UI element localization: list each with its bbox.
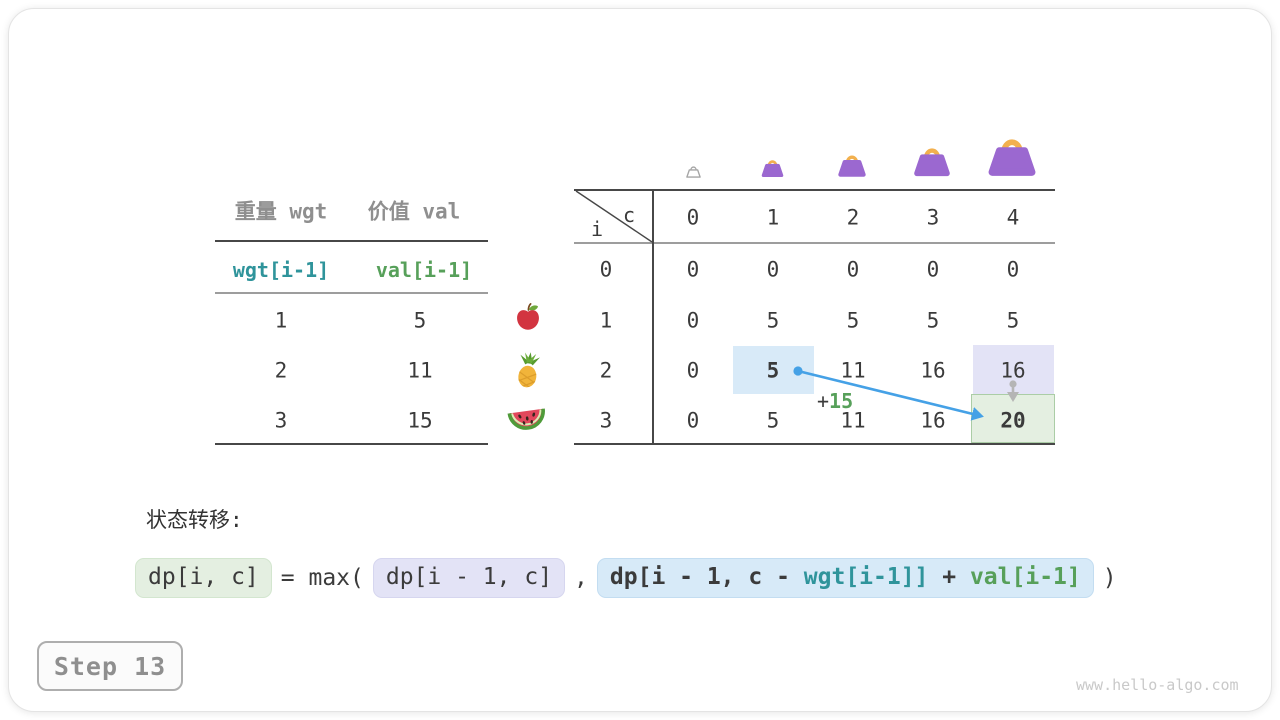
dp-cell-1-1: 5 [766,308,780,333]
dp-cell-0-2: 0 [846,257,860,282]
dp-cell-2-4: 16 [1000,358,1026,383]
dp-cell-0-3: 0 [926,257,940,282]
item-wgt-2: 2 [274,358,288,383]
item-table-subheader-val: val[i-1] [375,258,473,282]
step-badge: Step 13 [37,641,183,691]
item-table-subheader-wgt: wgt[i-1] [232,258,330,282]
dp-table-vertical-rule [652,189,654,445]
dp-cell-2-3: 16 [920,358,946,383]
dp-cell-2-2: 11 [840,358,866,383]
dp-cell-3-0: 0 [686,408,700,433]
dp-table-header-divider [574,242,1055,244]
item-val-2: 11 [407,358,433,383]
formula-arg2-prefix: dp[i - 1, c - [609,564,804,590]
dp-cell-1-2: 5 [846,308,860,333]
formula-operator: = max( [280,564,364,591]
bag-xlarge-icon [988,139,1036,176]
dp-cell-1-3: 5 [926,308,940,333]
dp-col-header-3: 3 [926,205,940,230]
item-table-header-weight: 重量 wgt [234,199,328,224]
dp-row-header-0: 0 [599,257,613,282]
annotation-value: 15 [829,389,854,413]
state-transition-label: 状态转移: [146,508,243,532]
item-wgt-1: 1 [274,308,288,333]
formula-arg2-wgt: wgt[i-1]] [803,564,929,590]
item-val-1: 5 [413,308,427,333]
dp-cell-3-1: 5 [766,408,780,433]
dp-cell-0-4: 0 [1006,257,1020,282]
watermelon-icon [507,408,545,430]
formula-arg2-val: val[i-1] [969,564,1081,590]
dp-cell-3-3: 16 [920,408,946,433]
dp-table-border-top [574,189,1055,191]
annotation-plus: + [817,389,830,413]
item-table-divider-top [215,240,488,242]
item-wgt-3: 3 [274,408,288,433]
dp-cell-0-0: 0 [686,257,700,282]
dp-col-header-2: 2 [846,205,860,230]
transition-annotation: +15 [817,389,853,413]
bag-small-icon [761,160,784,178]
dp-cell-2-1: 5 [766,358,780,383]
step-badge-label: Step 13 [53,651,167,681]
dp-col-header-0: 0 [686,205,700,230]
dp-table-border-bottom [574,443,1055,445]
dp-cell-0-1: 0 [766,257,780,282]
dp-col-header-1: 1 [766,205,780,230]
formula-arg2-op: + [928,564,970,590]
item-val-3: 15 [407,408,433,433]
pineapple-icon [516,352,541,389]
watermark-text: www.hello-algo.com [1076,676,1239,694]
formula-arg2-chip: dp[i - 1, c - wgt[i-1]] + val[i-1] [596,558,1094,598]
formula-lhs-chip: dp[i, c] [135,558,272,598]
dp-row-header-3: 3 [599,408,613,433]
dp-corner-col-var: c [622,203,636,227]
formula-arg1-chip: dp[i - 1, c] [372,558,566,598]
bag-empty-icon [686,166,701,178]
bag-medium-icon [838,155,866,177]
dp-cell-1-4: 5 [1006,308,1020,333]
dp-col-header-4: 4 [1006,205,1020,230]
rounded-card-border [8,8,1272,712]
dp-cell-3-2: 11 [840,408,866,433]
item-table-header-value: 价值 val [367,199,461,224]
dp-cell-3-4: 20 [1000,408,1026,433]
dp-cell-1-0: 0 [686,308,700,333]
formula-separator: , [574,564,588,591]
apple-icon [517,303,539,330]
bag-large-icon [914,148,950,177]
formula-closing-paren: ) [1102,564,1117,591]
dp-row-header-1: 1 [599,308,613,333]
dp-cell-2-0: 0 [686,358,700,383]
dp-corner-row-var: i [590,217,604,241]
item-table-divider-mid [215,292,488,294]
transition-formula: dp[i, c] = max( dp[i - 1, c] , dp[i - 1,… [135,558,1126,598]
dp-row-header-2: 2 [599,358,613,383]
item-table-divider-bottom [215,443,488,445]
